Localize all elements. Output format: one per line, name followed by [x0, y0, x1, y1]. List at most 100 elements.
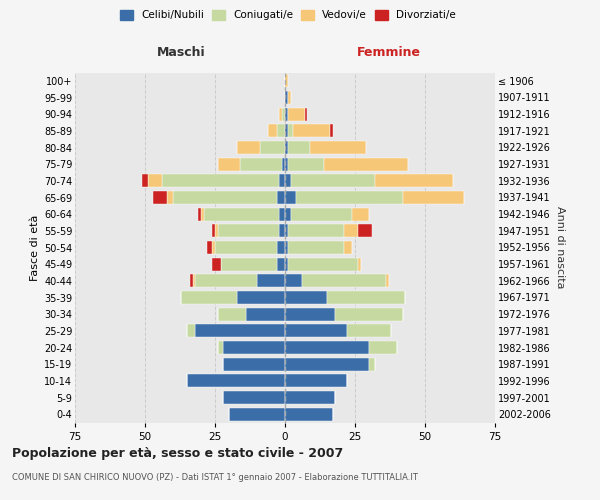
Bar [285, 408, 332, 420]
Bar [240, 158, 282, 170]
Bar [218, 341, 223, 354]
Bar [285, 291, 327, 304]
Bar [288, 224, 344, 237]
Bar [190, 274, 193, 287]
Bar [218, 158, 240, 170]
Bar [206, 241, 212, 254]
Bar [246, 308, 285, 320]
Bar [285, 174, 290, 188]
Bar [173, 191, 277, 204]
Bar [344, 224, 358, 237]
Bar [280, 224, 285, 237]
Bar [285, 358, 369, 370]
Bar [215, 241, 277, 254]
Bar [302, 274, 386, 287]
Bar [403, 191, 464, 204]
Text: Popolazione per età, sesso e stato civile - 2007: Popolazione per età, sesso e stato civil… [12, 448, 343, 460]
Bar [335, 308, 403, 320]
Bar [285, 374, 347, 388]
Bar [280, 174, 285, 188]
Bar [154, 191, 167, 204]
Bar [257, 274, 285, 287]
Bar [288, 141, 310, 154]
Bar [218, 308, 246, 320]
Bar [229, 408, 285, 420]
Bar [285, 224, 288, 237]
Bar [310, 141, 366, 154]
Text: Maschi: Maschi [157, 46, 206, 59]
Bar [352, 208, 369, 220]
Bar [358, 224, 372, 237]
Bar [288, 158, 324, 170]
Bar [193, 274, 196, 287]
Bar [305, 108, 307, 120]
Bar [238, 291, 285, 304]
Text: COMUNE DI SAN CHIRICO NUOVO (PZ) - Dati ISTAT 1° gennaio 2007 - Elaborazione TUT: COMUNE DI SAN CHIRICO NUOVO (PZ) - Dati … [12, 472, 418, 482]
Bar [223, 341, 285, 354]
Bar [282, 158, 285, 170]
Bar [223, 358, 285, 370]
Bar [268, 124, 277, 138]
Bar [285, 308, 335, 320]
Bar [369, 341, 397, 354]
Bar [238, 141, 260, 154]
Bar [296, 191, 403, 204]
Bar [374, 174, 453, 188]
Bar [288, 108, 305, 120]
Bar [344, 241, 352, 254]
Bar [290, 208, 352, 220]
Bar [196, 274, 257, 287]
Legend: Celibi/Nubili, Coniugati/e, Vedovi/e, Divorziati/e: Celibi/Nubili, Coniugati/e, Vedovi/e, Di… [120, 10, 456, 20]
Bar [167, 191, 173, 204]
Bar [285, 391, 335, 404]
Bar [201, 208, 204, 220]
Bar [293, 124, 330, 138]
Bar [212, 258, 221, 270]
Bar [285, 258, 288, 270]
Bar [223, 391, 285, 404]
Bar [280, 108, 282, 120]
Bar [148, 174, 162, 188]
Bar [212, 224, 215, 237]
Bar [285, 108, 288, 120]
Bar [285, 274, 302, 287]
Bar [282, 108, 285, 120]
Bar [187, 324, 196, 338]
Bar [218, 224, 280, 237]
Bar [386, 274, 389, 287]
Bar [204, 208, 280, 220]
Bar [288, 124, 293, 138]
Bar [285, 208, 290, 220]
Bar [285, 141, 288, 154]
Bar [288, 258, 358, 270]
Bar [347, 324, 391, 338]
Bar [280, 208, 285, 220]
Bar [285, 124, 288, 138]
Bar [221, 258, 277, 270]
Bar [285, 158, 288, 170]
Bar [369, 358, 374, 370]
Bar [285, 74, 288, 88]
Text: Femmine: Femmine [356, 46, 421, 59]
Bar [187, 374, 285, 388]
Bar [198, 208, 201, 220]
Bar [324, 158, 408, 170]
Y-axis label: Anni di nascita: Anni di nascita [554, 206, 565, 288]
Bar [288, 91, 290, 104]
Bar [285, 241, 288, 254]
Bar [277, 241, 285, 254]
Bar [181, 291, 238, 304]
Bar [277, 191, 285, 204]
Bar [215, 224, 218, 237]
Bar [330, 124, 332, 138]
Bar [285, 91, 288, 104]
Bar [327, 291, 406, 304]
Bar [358, 258, 361, 270]
Bar [288, 241, 344, 254]
Bar [285, 324, 347, 338]
Bar [290, 174, 374, 188]
Bar [142, 174, 148, 188]
Bar [162, 174, 280, 188]
Y-axis label: Fasce di età: Fasce di età [29, 214, 40, 280]
Bar [277, 258, 285, 270]
